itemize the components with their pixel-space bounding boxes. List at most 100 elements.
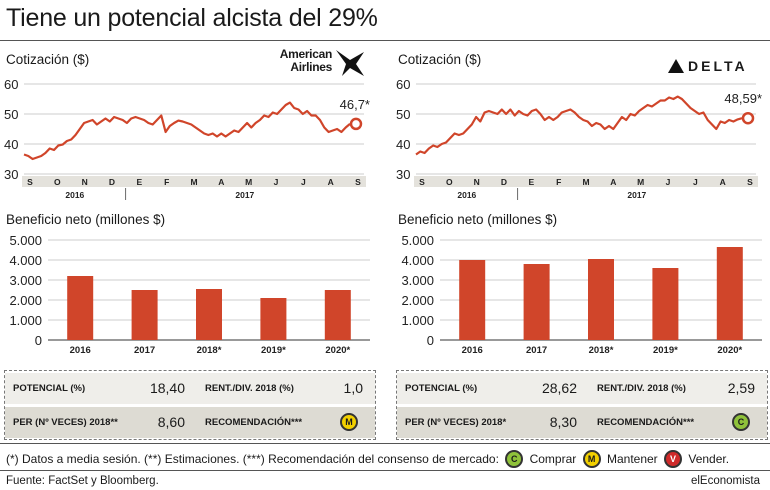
dividend-yield-label: RENT./DIV. 2018 (%) — [597, 383, 686, 394]
profit-bar — [324, 290, 351, 340]
source-text: Fuente: FactSet y Bloomberg. — [6, 475, 159, 487]
potential-label: POTENCIAL (%) — [405, 383, 478, 394]
profit-chart-aa: 5.000 4.000 3.000 2.000 1.000 0 2016 2017 2018* 2… — [9, 233, 370, 356]
logo-text-line2: Airlines — [290, 60, 332, 74]
month-label: J — [274, 177, 279, 187]
month-label: S — [27, 177, 33, 187]
y-tick-label: 4.000 — [9, 253, 42, 268]
y-tick-label: 5.000 — [401, 233, 434, 248]
price-chart-title: Cotización ($) — [398, 52, 482, 67]
potential-value: 18,40 — [149, 380, 185, 396]
stats-row-per: PER (Nº VECES) 2018* 8,30 RECOMENDACIÓN*… — [397, 407, 767, 438]
month-label: M — [637, 177, 644, 187]
footer-divider — [0, 443, 770, 444]
month-label: M — [245, 177, 252, 187]
profit-bar — [588, 259, 614, 340]
month-label: E — [136, 177, 142, 187]
footnote: (*) Datos a media sesión. (**) Estimacio… — [6, 450, 729, 468]
profit-chart-delta: 5.000 4.000 3.000 2.000 1.000 0 2016 2017 2018* 2… — [401, 233, 762, 356]
x-tick-label: 2020* — [325, 345, 350, 356]
month-label: J — [693, 177, 698, 187]
price-chart-aa: 60 50 40 30 S O N D E F M A M J J A S 2016 2017 46,7* — [4, 77, 370, 200]
y-tick-label: 1.000 — [9, 313, 42, 328]
profit-bar — [260, 298, 287, 340]
per-value: 8,30 — [549, 414, 577, 430]
last-price-marker — [349, 117, 363, 131]
brand-text: elEconomista — [690, 475, 760, 487]
per-value: 8,60 — [157, 414, 185, 430]
y-tick-label: 3.000 — [401, 273, 434, 288]
month-axis-band — [414, 176, 758, 187]
hold-label: Mantener — [606, 452, 658, 466]
year-label: 2017 — [235, 190, 254, 200]
dividend-yield-value: 2,59 — [727, 380, 755, 396]
month-label: A — [610, 177, 616, 187]
y-tick-label: 40 — [396, 137, 410, 152]
month-label: S — [419, 177, 425, 187]
x-tick-label: 2019* — [261, 345, 286, 356]
x-tick-label: 2018* — [589, 345, 614, 356]
month-axis-band — [22, 176, 366, 187]
month-label: A — [720, 177, 726, 187]
per-label: PER (Nº VECES) 2018** — [13, 417, 118, 428]
x-tick-label: 2016 — [462, 345, 483, 356]
stats-row-potential: POTENCIAL (%) 28,62 RENT./DIV. 2018 (%) … — [397, 373, 767, 404]
potential-label: POTENCIAL (%) — [13, 383, 86, 394]
month-label: F — [164, 177, 169, 187]
profit-bar — [196, 289, 222, 340]
profit-bar — [131, 290, 158, 340]
title-divider — [0, 40, 770, 41]
source-divider — [0, 470, 770, 471]
y-tick-label: 2.000 — [9, 293, 42, 308]
profit-bar — [459, 260, 486, 340]
year-label: 2016 — [65, 190, 84, 200]
month-label: F — [556, 177, 561, 187]
y-tick-label: 60 — [396, 77, 410, 92]
year-label: 2016 — [457, 190, 476, 200]
x-tick-label: 2017 — [134, 345, 155, 356]
stats-row-per: PER (Nº VECES) 2018** 8,60 RECOMENDACIÓN… — [5, 407, 375, 438]
y-tick-label: 30 — [396, 167, 410, 182]
dividend-yield-value: 1,0 — [343, 380, 363, 396]
price-line — [415, 95, 743, 156]
profit-bar — [652, 268, 679, 340]
dividend-yield-label: RENT./DIV. 2018 (%) — [205, 383, 294, 394]
month-label: A — [218, 177, 224, 187]
profit-bar — [716, 247, 743, 340]
profit-bar — [67, 276, 94, 340]
last-price-label: 46,7* — [340, 97, 370, 112]
price-line — [23, 101, 351, 161]
month-label: S — [747, 177, 753, 187]
profit-bar — [523, 264, 550, 340]
y-tick-label: 1.000 — [401, 313, 434, 328]
logo-text-line1: American — [279, 47, 333, 61]
panel-american-airlines: Cotización ($) American Airlines 60 50 40 3… — [4, 44, 374, 364]
last-price-label: 48,59* — [724, 91, 762, 106]
month-label: M — [582, 177, 589, 187]
x-tick-label: 2017 — [526, 345, 547, 356]
y-tick-label: 30 — [4, 167, 18, 182]
y-tick-label: 4.000 — [401, 253, 434, 268]
profit-chart-title: Beneficio neto (millones $) — [398, 212, 558, 227]
page-title: Tiene un potencial alcista del 29% — [6, 4, 378, 32]
footnote-text: (*) Datos a media sesión. (**) Estimacio… — [6, 452, 499, 466]
y-tick-label: 3.000 — [9, 273, 42, 288]
month-label: S — [355, 177, 361, 187]
y-tick-label: 60 — [4, 77, 18, 92]
x-tick-label: 2020* — [717, 345, 742, 356]
buy-icon: C — [505, 450, 524, 468]
profit-chart-title: Beneficio neto (millones $) — [6, 212, 166, 227]
month-label: A — [328, 177, 334, 187]
y-tick-label: 0 — [427, 333, 434, 348]
recommendation-label: RECOMENDACIÓN*** — [205, 417, 303, 428]
month-label: E — [528, 177, 534, 187]
month-label: J — [301, 177, 306, 187]
y-tick-label: 5.000 — [9, 233, 42, 248]
y-tick-label: 40 — [4, 137, 18, 152]
per-label: PER (Nº VECES) 2018* — [405, 417, 507, 428]
potential-value: 28,62 — [541, 380, 577, 396]
month-label: D — [501, 177, 507, 187]
month-label: N — [474, 177, 480, 187]
hold-icon: M — [582, 450, 601, 468]
y-tick-label: 50 — [396, 107, 410, 122]
